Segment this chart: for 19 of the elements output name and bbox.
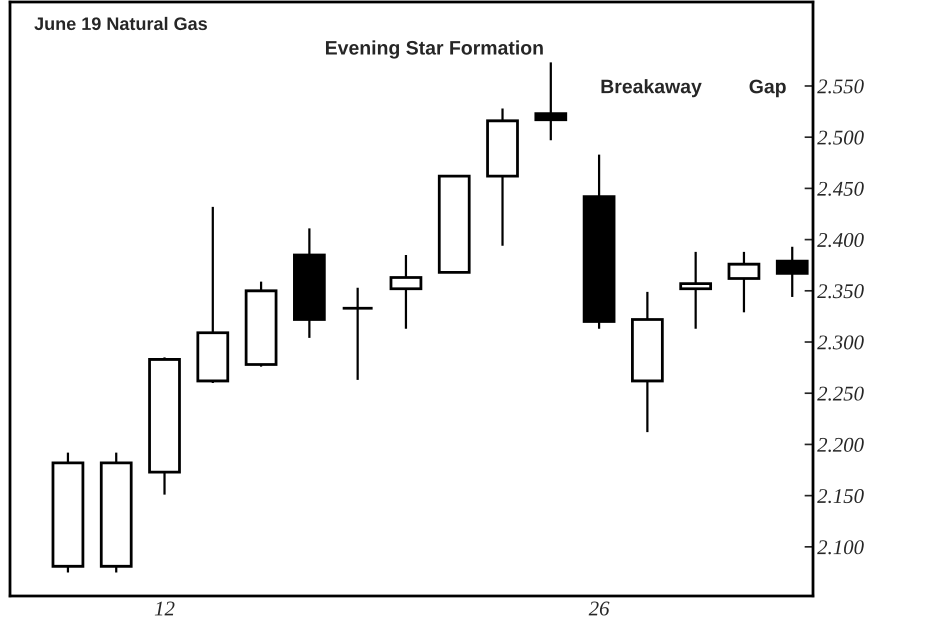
y-tick-label: 2.150 [817, 489, 864, 504]
x-tick-label: 12 [154, 602, 174, 616]
annotation: Evening Star Formation [326, 40, 543, 59]
y-tick-label: 2.250 [817, 386, 864, 401]
annotation: Gap [750, 80, 786, 98]
y-tick-label: 2.550 [817, 79, 864, 94]
y-tick-label: 2.500 [817, 130, 864, 145]
annotation: Breakaway [602, 79, 702, 98]
y-tick-label: 2.200 [817, 438, 864, 452]
candlestick [341, 286, 374, 382]
y-tick-label: 2.300 [817, 335, 864, 350]
y-tick-label: 2.350 [817, 284, 864, 298]
x-tick-label: 26 [588, 602, 610, 616]
y-tick-label: 2.400 [817, 232, 864, 248]
candlestick [534, 61, 568, 142]
candlestick [679, 250, 712, 330]
text: June 19 Natural Gas [34, 16, 207, 30]
y-tick-label: 2.100 [817, 540, 864, 554]
y-tick-label: 2.450 [817, 182, 864, 196]
